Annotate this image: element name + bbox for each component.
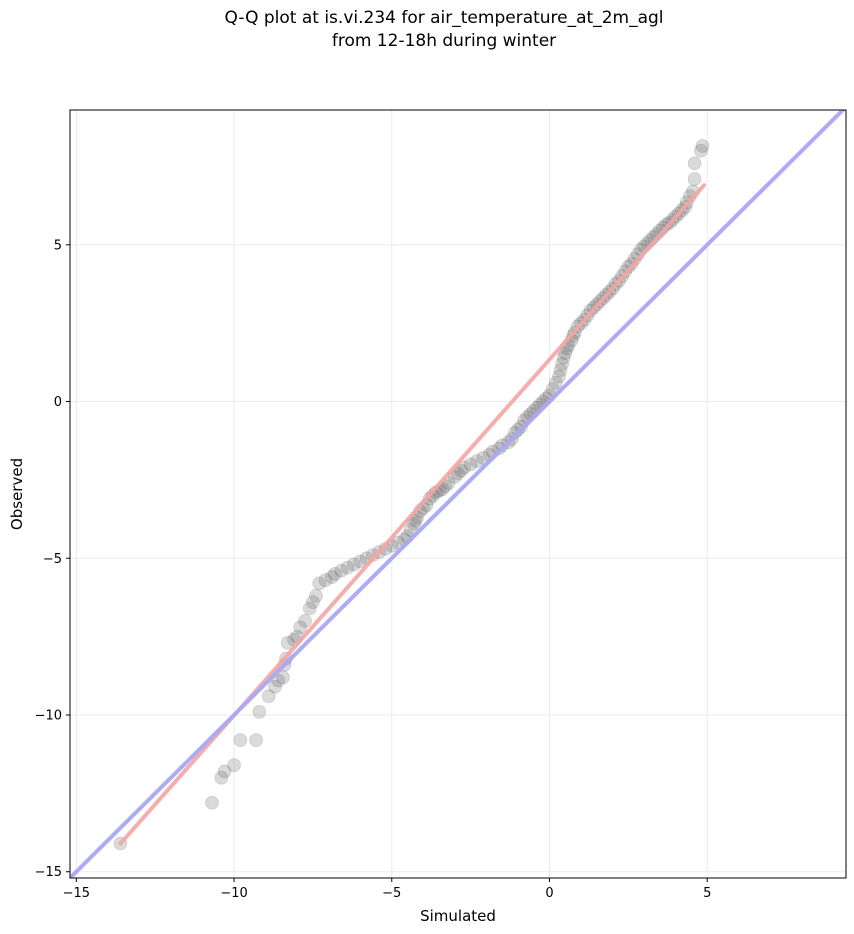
qq-point	[261, 689, 276, 704]
qq-point	[252, 704, 267, 719]
qq-point	[447, 469, 462, 484]
y-tick-label: −5	[43, 552, 62, 567]
qq-point	[403, 523, 418, 537]
qq-point	[205, 795, 219, 810]
axis-ticks: −15 −10 −5 0 5 −15 −10 −5 0 5	[35, 238, 712, 901]
qq-point	[457, 460, 472, 475]
reference-lines	[70, 110, 846, 878]
qq-point	[391, 535, 405, 550]
qq-point	[324, 570, 339, 584]
qq-point	[271, 673, 286, 688]
x-tick-label: −5	[382, 886, 401, 901]
y-tick-label: 0	[54, 395, 62, 410]
qq-point	[312, 576, 327, 591]
qq-point	[624, 256, 639, 271]
y-tick-label: −10	[35, 708, 62, 723]
y-axis-label: Observed	[8, 458, 26, 530]
qq-point	[334, 563, 349, 578]
qq-point	[276, 670, 290, 685]
qq-point	[298, 614, 312, 628]
qq-point	[305, 595, 320, 610]
qq-point	[214, 770, 229, 785]
qq-point	[353, 554, 368, 569]
qq-point	[347, 557, 361, 572]
qq-point	[227, 758, 241, 773]
qq-point	[687, 156, 702, 171]
qq-point	[495, 438, 510, 453]
qq-point	[470, 454, 484, 468]
qq-point	[454, 463, 469, 478]
qq-point	[514, 419, 528, 434]
qq-point	[302, 601, 317, 616]
qq-point	[545, 382, 560, 396]
qq-point	[476, 451, 491, 465]
fit-line	[118, 183, 707, 846]
qq-point	[328, 567, 342, 581]
x-tick-label: 5	[703, 886, 711, 901]
qq-point	[280, 635, 295, 650]
y-tick-label: −15	[35, 865, 62, 880]
qq-point	[553, 363, 568, 378]
identity-line	[70, 110, 846, 878]
qq-point	[463, 457, 478, 472]
qq-point	[293, 620, 308, 635]
chart-subtitle: from 12-18h during winter	[331, 31, 557, 51]
qq-point	[492, 441, 506, 456]
qq-point	[552, 369, 566, 384]
x-tick-label: −10	[220, 886, 247, 901]
qq-point	[451, 466, 465, 481]
qq-point	[507, 425, 522, 440]
qq-point	[233, 733, 248, 747]
qq-point	[555, 357, 569, 371]
qq-point	[687, 172, 702, 186]
grid	[70, 110, 846, 878]
qq-point	[558, 346, 573, 360]
chart-title: Q-Q plot at is.vi.234 for air_temperatur…	[224, 8, 664, 28]
qq-point	[217, 764, 232, 779]
qq-point	[406, 516, 421, 531]
qq-point	[318, 573, 333, 588]
y-tick-label: 5	[54, 238, 62, 253]
qq-point	[309, 588, 323, 603]
qq-point	[268, 679, 282, 694]
plot-frame	[69, 109, 847, 879]
x-tick-label: 0	[545, 886, 553, 901]
qq-point	[340, 560, 355, 575]
qq-point	[249, 733, 264, 747]
qq-point	[548, 375, 563, 390]
qq-point	[693, 143, 708, 158]
qq-point	[511, 422, 525, 437]
qq-point	[695, 139, 710, 153]
x-axis-label: Simulated	[420, 907, 496, 925]
x-tick-label: −15	[63, 886, 90, 901]
qq-point	[556, 350, 571, 365]
